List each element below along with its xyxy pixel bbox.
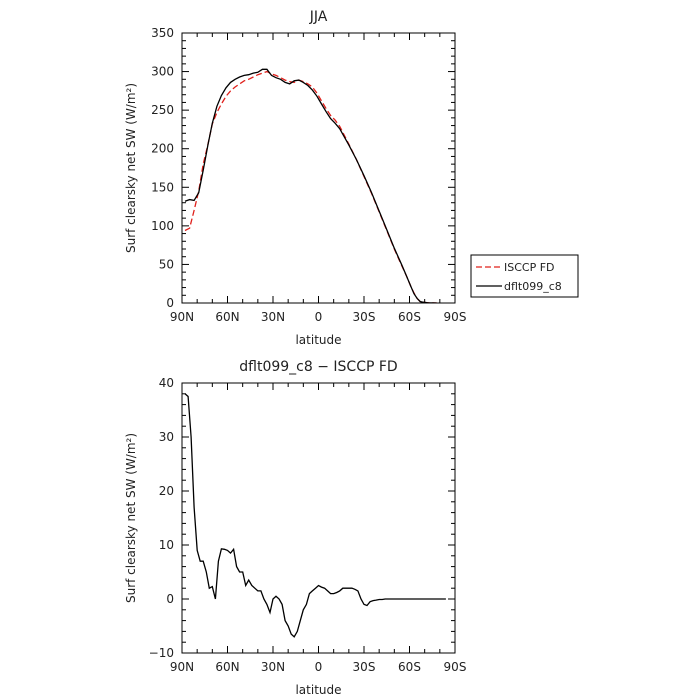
legend-box xyxy=(470,254,579,298)
x-tick-label: 90S xyxy=(444,660,467,674)
series-line-isccp-fd xyxy=(184,70,437,303)
y-tick-label: 350 xyxy=(151,26,174,40)
x-tick-label: 60N xyxy=(215,310,239,324)
y-tick-label: 0 xyxy=(166,592,174,606)
series-line xyxy=(184,393,446,638)
y-tick-label: 0 xyxy=(166,296,174,310)
chart-title: dflt099_c8 − ISCCP FD xyxy=(239,359,397,375)
y-tick-label: 50 xyxy=(159,257,174,271)
y-tick-label: 10 xyxy=(159,538,174,552)
x-tick-label: 60N xyxy=(215,660,239,674)
x-axis-label: latitude xyxy=(295,333,341,347)
x-tick-label: 30N xyxy=(261,310,285,324)
panel-2: dflt099_c8 − ISCCP FD 90N 60N 30N 0 30S 60S 90S… xyxy=(124,359,466,697)
y-tick-label: 30 xyxy=(159,430,174,444)
y-axis-label: Surf clearsky net SW (W/m²) xyxy=(124,433,138,603)
plot-frame xyxy=(181,382,456,654)
x-tick-label: 60S xyxy=(398,660,421,674)
x-tick-label: 30N xyxy=(261,660,285,674)
y-tick-label: 200 xyxy=(151,142,174,156)
y-tick-label: 250 xyxy=(151,103,174,117)
panel-1: JJA 90N 60N 30N 0 30S 60S 90S 0 50 100 150 200 250 300… xyxy=(124,9,579,347)
x-tick-label: 0 xyxy=(315,660,323,674)
chart-title: JJA xyxy=(309,9,328,25)
legend-label: ISCCP FD xyxy=(504,261,555,274)
x-tick-label: 30S xyxy=(353,310,376,324)
legend-label: dflt099_c8 xyxy=(504,280,562,293)
x-tick-label: 90N xyxy=(170,660,194,674)
x-tick-label: 90N xyxy=(170,310,194,324)
y-tick-label: −10 xyxy=(149,646,174,660)
x-tick-label: 0 xyxy=(315,310,323,324)
x-axis-label: latitude xyxy=(295,683,341,697)
y-axis-label: Surf clearsky net SW (W/m²) xyxy=(124,83,138,253)
y-tick-label: 150 xyxy=(151,180,174,194)
x-tick-label: 60S xyxy=(398,310,421,324)
y-tick-label: 100 xyxy=(151,219,174,233)
series-line-dflt099-c8 xyxy=(184,68,437,303)
y-tick-label: 20 xyxy=(159,484,174,498)
plot-frame xyxy=(181,32,456,304)
x-tick-label: 90S xyxy=(444,310,467,324)
legend: ISCCP FD dflt099_c8 xyxy=(470,254,579,298)
x-tick-label: 30S xyxy=(353,660,376,674)
y-tick-label: 40 xyxy=(159,376,174,390)
y-tick-label: 300 xyxy=(151,65,174,79)
